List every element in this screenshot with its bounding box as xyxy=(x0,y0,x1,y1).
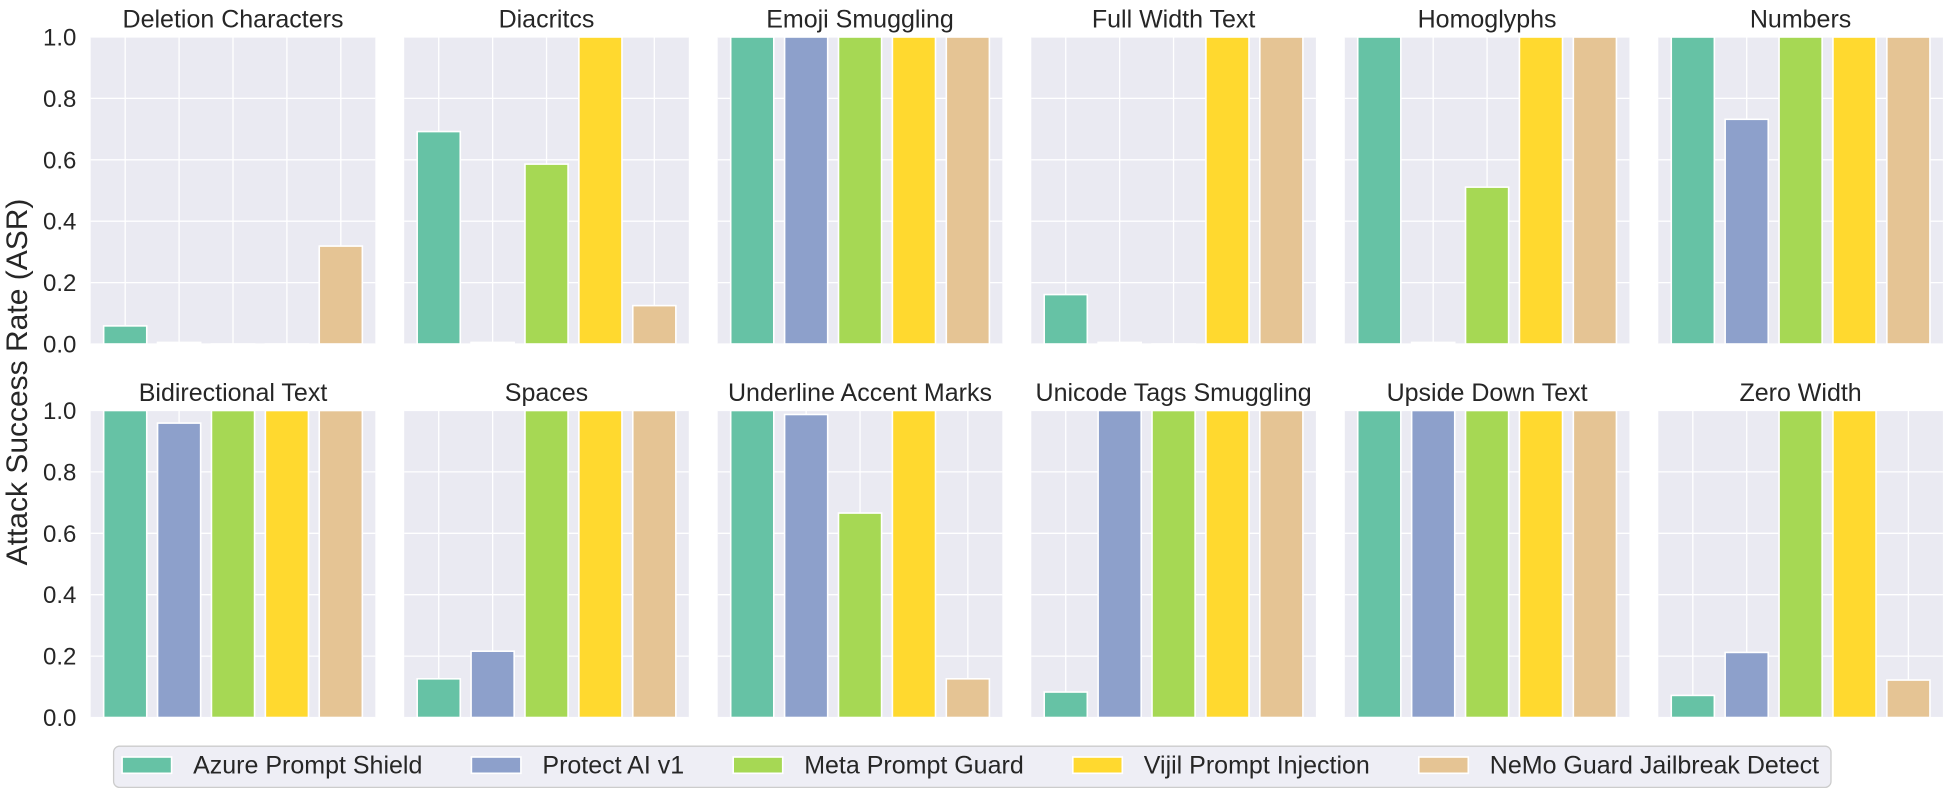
svg-text:0.8: 0.8 xyxy=(43,86,76,113)
svg-text:0.6: 0.6 xyxy=(43,147,76,174)
svg-text:Vijil Prompt Injection: Vijil Prompt Injection xyxy=(1144,752,1370,780)
svg-text:Underline Accent Marks: Underline Accent Marks xyxy=(728,379,992,407)
svg-text:Azure Prompt Shield: Azure Prompt Shield xyxy=(193,752,422,780)
svg-text:0.6: 0.6 xyxy=(43,521,76,548)
svg-text:Emoji Smuggling: Emoji Smuggling xyxy=(766,6,954,34)
svg-text:1.0: 1.0 xyxy=(43,398,76,425)
svg-text:0.4: 0.4 xyxy=(43,209,76,236)
svg-text:Zero Width: Zero Width xyxy=(1739,379,1861,407)
svg-text:0.8: 0.8 xyxy=(43,459,76,486)
svg-text:Spaces: Spaces xyxy=(505,379,588,407)
svg-text:Diacritcs: Diacritcs xyxy=(499,6,595,34)
svg-text:0.4: 0.4 xyxy=(43,582,76,609)
svg-text:Unicode Tags Smuggling: Unicode Tags Smuggling xyxy=(1036,379,1312,407)
svg-text:Upside Down Text: Upside Down Text xyxy=(1387,379,1588,407)
svg-text:Deletion Characters: Deletion Characters xyxy=(123,6,344,34)
svg-text:Bidirectional Text: Bidirectional Text xyxy=(139,379,328,407)
svg-text:0.0: 0.0 xyxy=(43,705,76,732)
svg-text:Attack Success Rate (ASR): Attack Success Rate (ASR) xyxy=(1,199,34,566)
svg-text:0.2: 0.2 xyxy=(43,644,76,671)
svg-text:Numbers: Numbers xyxy=(1750,6,1851,34)
svg-text:0.0: 0.0 xyxy=(43,332,76,359)
svg-text:Protect AI v1: Protect AI v1 xyxy=(542,752,684,780)
svg-text:1.0: 1.0 xyxy=(43,25,76,52)
svg-text:0.2: 0.2 xyxy=(43,270,76,297)
svg-text:Full Width Text: Full Width Text xyxy=(1092,6,1256,34)
svg-text:NeMo Guard Jailbreak Detect: NeMo Guard Jailbreak Detect xyxy=(1490,752,1819,780)
svg-text:Homoglyphs: Homoglyphs xyxy=(1418,6,1557,34)
svg-text:Meta Prompt Guard: Meta Prompt Guard xyxy=(804,752,1024,780)
